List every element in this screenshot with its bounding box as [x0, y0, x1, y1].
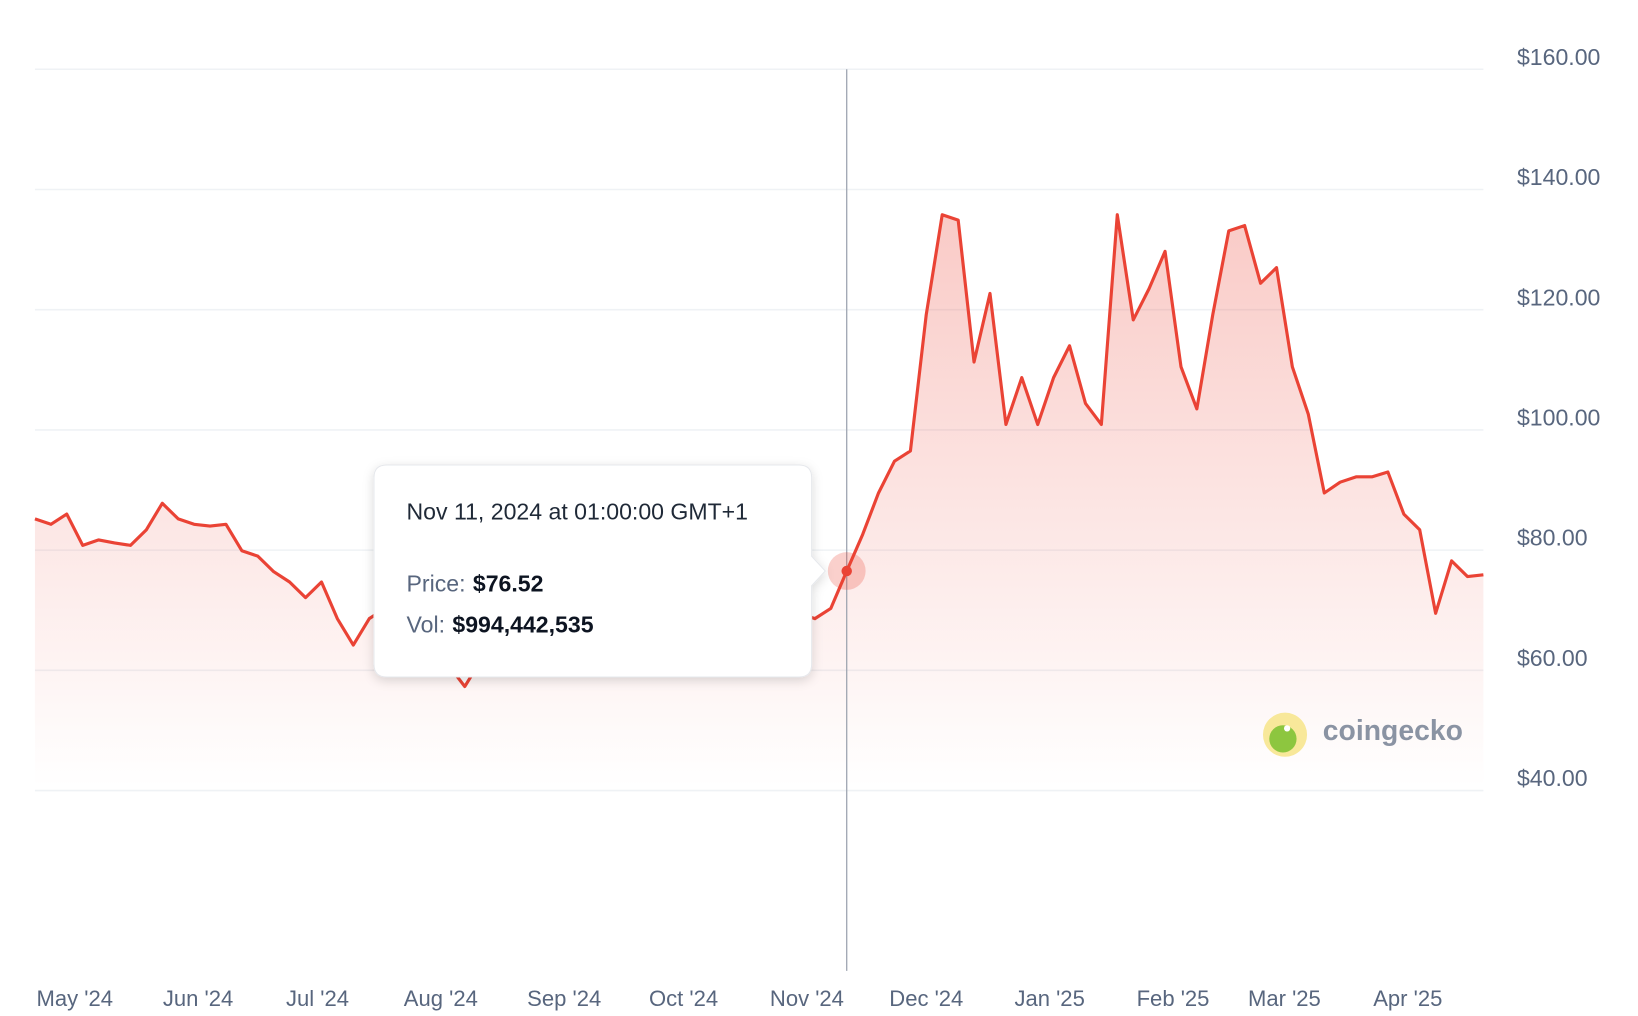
watermark-text: coingecko: [1323, 715, 1463, 747]
tooltip-date: Nov 11, 2024 at 01:00:00 GMT+1: [407, 498, 748, 524]
x-tick-label: May '24: [37, 986, 113, 1011]
x-tick-label: Jul '24: [286, 986, 349, 1011]
price-value: $76.52: [473, 571, 544, 597]
x-tick-label: Apr '25: [1373, 986, 1442, 1011]
x-tick-label: Jan '25: [1014, 986, 1084, 1011]
tooltip: Nov 11, 2024 at 01:00:00 GMT+1 Price: $76…: [373, 464, 827, 678]
watermark: coingecko: [1262, 712, 1463, 757]
logo-head: [1269, 725, 1297, 753]
y-tick-label: $40.00: [1517, 765, 1588, 791]
y-tick-label: $140.00: [1517, 164, 1600, 190]
price-label: Price:: [407, 571, 466, 597]
x-tick-label: Aug '24: [404, 986, 478, 1011]
y-tick-label: $100.00: [1517, 405, 1600, 431]
y-tick-label: $60.00: [1517, 645, 1588, 671]
x-tick-label: Sep '24: [527, 986, 601, 1011]
x-tick-label: Feb '25: [1137, 986, 1210, 1011]
x-tick-label: Dec '24: [889, 986, 963, 1011]
tooltip-price: Price: $76.52: [407, 571, 544, 597]
x-tick-label: Mar '25: [1248, 986, 1321, 1011]
x-tick-label: Jun '24: [163, 986, 233, 1011]
y-tick-label: $80.00: [1517, 525, 1588, 551]
highlight-point: [841, 565, 852, 577]
x-tick-label: Nov '24: [770, 986, 844, 1011]
y-tick-label: $160.00: [1517, 44, 1600, 70]
tooltip-vol: Vol: $994,442,535: [407, 612, 594, 638]
grid: $40.00 $60.00 $80.00 $100.00 $120.00 $140.00 $…: [34, 44, 1600, 1011]
vol-label: Vol:: [407, 612, 446, 638]
vol-value: $994,442,535: [452, 612, 593, 638]
tooltip-box: [373, 464, 827, 678]
x-tick-label: Oct '24: [649, 986, 718, 1011]
y-tick-label: $120.00: [1517, 284, 1600, 310]
logo-eye: [1283, 725, 1291, 732]
